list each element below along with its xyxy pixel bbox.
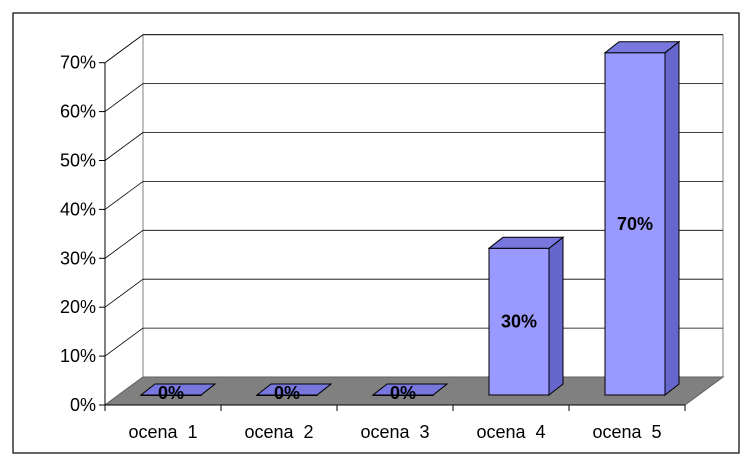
y-tick-label: 20%	[60, 297, 96, 317]
x-category-label: ocena 3	[360, 422, 429, 442]
gridline-side	[104, 181, 144, 210]
gridline-side	[104, 132, 144, 161]
bar-side	[548, 236, 564, 397]
x-category-label: ocena 2	[244, 422, 313, 442]
x-category-label: ocena 4	[476, 422, 545, 442]
y-tick-label: 10%	[60, 346, 96, 366]
y-tick-label: 30%	[60, 248, 96, 268]
y-tick-label: 40%	[60, 199, 96, 219]
data-label: 0%	[390, 383, 416, 403]
gridline-side	[104, 229, 144, 259]
x-category-label: ocena 5	[592, 422, 661, 442]
bar-top	[603, 41, 681, 54]
data-label: 0%	[158, 383, 184, 403]
gridline-side	[104, 34, 144, 64]
data-label: 0%	[274, 383, 300, 403]
y-tick-label: 0%	[70, 395, 96, 415]
bar	[604, 52, 666, 396]
y-tick-label: 70%	[60, 53, 96, 73]
bar-top	[487, 236, 565, 249]
data-label: 30%	[501, 312, 537, 332]
bar	[488, 247, 550, 396]
x-category-label: ocena 1	[128, 422, 197, 442]
y-tick-label: 50%	[60, 151, 96, 171]
plot-area: 0% 10% 20% 30% 40% 50% 60% 70% ocena 1 ocena 2 oce…	[60, 33, 725, 442]
bar-top	[255, 383, 333, 396]
data-label: 70%	[617, 214, 653, 234]
y-tick-label: 60%	[60, 102, 96, 122]
bar-side	[664, 40, 680, 397]
side-wall	[104, 33, 144, 406]
gridline-side	[104, 278, 144, 308]
gridline-side	[104, 327, 144, 357]
bar-top	[371, 383, 449, 396]
bar-top	[139, 383, 217, 396]
gridline-side	[104, 83, 144, 112]
